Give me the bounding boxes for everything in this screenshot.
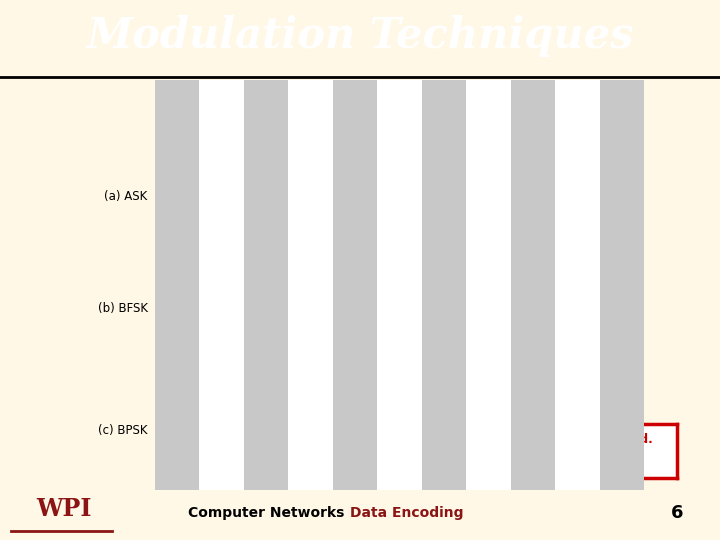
Text: 0: 0 [174,84,181,97]
Text: 0: 0 [618,84,626,97]
Text: 0: 0 [218,84,225,97]
Text: 6: 6 [670,504,683,522]
Text: 0: 0 [485,84,492,97]
Text: Data Encoding: Data Encoding [350,505,464,519]
Text: (c) BPSK: (c) BPSK [98,424,148,437]
Text: 1: 1 [262,84,270,97]
Text: 1: 1 [574,84,581,97]
Text: 0: 0 [441,84,448,97]
Text: 0: 0 [529,84,537,97]
Text: 0: 0 [351,84,359,97]
Text: DCC 9th Ed.
Stallings: DCC 9th Ed. Stallings [575,433,653,463]
Text: (b) BFSK: (b) BFSK [98,302,148,315]
Text: Modulation Techniques: Modulation Techniques [86,15,634,57]
Text: 1: 1 [307,84,315,97]
Text: 1: 1 [396,84,403,97]
Text: Computer Networks: Computer Networks [188,505,345,519]
Text: WPI: WPI [36,497,91,521]
Text: (a) ASK: (a) ASK [104,190,148,203]
